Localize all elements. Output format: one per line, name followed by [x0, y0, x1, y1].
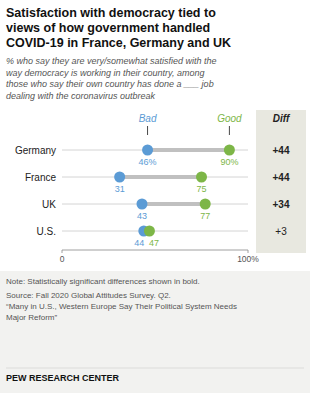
dot [196, 172, 207, 183]
data-label: 31 [115, 184, 125, 194]
diff-value: +44 [273, 145, 290, 156]
x-tick-label: 0 [60, 254, 65, 264]
connector [148, 148, 230, 152]
row-line [62, 150, 248, 151]
row-line [62, 177, 248, 178]
subtitle-line: % who say they are very/somewhat satisfi… [6, 56, 217, 66]
dot [144, 226, 155, 237]
title-line: COVID-19 in France, Germany and UK [6, 36, 231, 50]
series-header: Bad [139, 113, 157, 124]
x-axis-line [62, 250, 248, 251]
subtitle-line: way democracy is working in their countr… [6, 68, 204, 78]
diff-column-background [256, 110, 306, 253]
footer-background [0, 271, 310, 393]
connector [142, 202, 205, 206]
category-label: France [25, 172, 57, 183]
annotation: Note: Statistically significant differen… [6, 277, 200, 286]
diff-value: +44 [273, 172, 290, 183]
header-tick [147, 126, 148, 135]
data-label: 77 [200, 211, 210, 221]
subtitle: % who say they are very/somewhat satisfi… [6, 56, 217, 101]
x-tick [248, 250, 249, 253]
chart: Satisfaction with democracy tied toviews… [0, 0, 310, 393]
diff-value: +3 [275, 226, 287, 237]
diff-header: Diff [273, 113, 291, 124]
series-header: Good [217, 113, 242, 124]
x-axis: 0 100% [60, 250, 260, 264]
annotation-line: Major Reform” [6, 313, 57, 322]
data-label: 46% [139, 157, 157, 167]
category-label: Germany [15, 145, 56, 156]
title-line: Satisfaction with democracy tied to [6, 6, 216, 20]
data-label: 43 [137, 211, 147, 221]
dot [200, 199, 211, 210]
dot [224, 145, 235, 156]
header-tick [229, 126, 230, 135]
category-label: U.S. [37, 226, 56, 237]
data-label: 75 [196, 184, 206, 194]
annotation-line: Source: Fall 2020 Global Attitudes Surve… [6, 291, 171, 300]
data-label: 47 [149, 238, 159, 248]
dot [114, 172, 125, 183]
row-line [62, 231, 248, 232]
row-line [62, 204, 248, 205]
title: Satisfaction with democracy tied toviews… [6, 6, 231, 50]
diff-value: +34 [273, 199, 290, 210]
background [0, 0, 310, 393]
title-line: views of how government handled [6, 21, 210, 35]
footer-separator [6, 368, 304, 369]
subtitle-line: dealing with the coronavirus outbreak [6, 91, 156, 101]
plot-labels: Germany France UK U.S. 46% 90% 31 75 43 77 44 47 [15, 145, 239, 249]
dot [136, 199, 147, 210]
dot [142, 145, 153, 156]
x-tick [62, 250, 63, 253]
data-label: 90% [220, 157, 238, 167]
connector [120, 175, 202, 179]
data-label: 44 [134, 238, 144, 248]
annotation-line: Note: Statistically significant differen… [6, 277, 200, 286]
plot-marks [62, 145, 248, 237]
x-tick-label: 100% [237, 254, 259, 264]
source-label: PEW RESEARCH CENTER [6, 373, 120, 383]
annotation-line: “Many in U.S., Western Europe Say Their … [6, 302, 237, 311]
category-label: UK [42, 199, 56, 210]
annotation: Source: Fall 2020 Global Attitudes Surve… [6, 291, 237, 322]
subtitle-line: those who say their own country has done… [6, 79, 214, 89]
